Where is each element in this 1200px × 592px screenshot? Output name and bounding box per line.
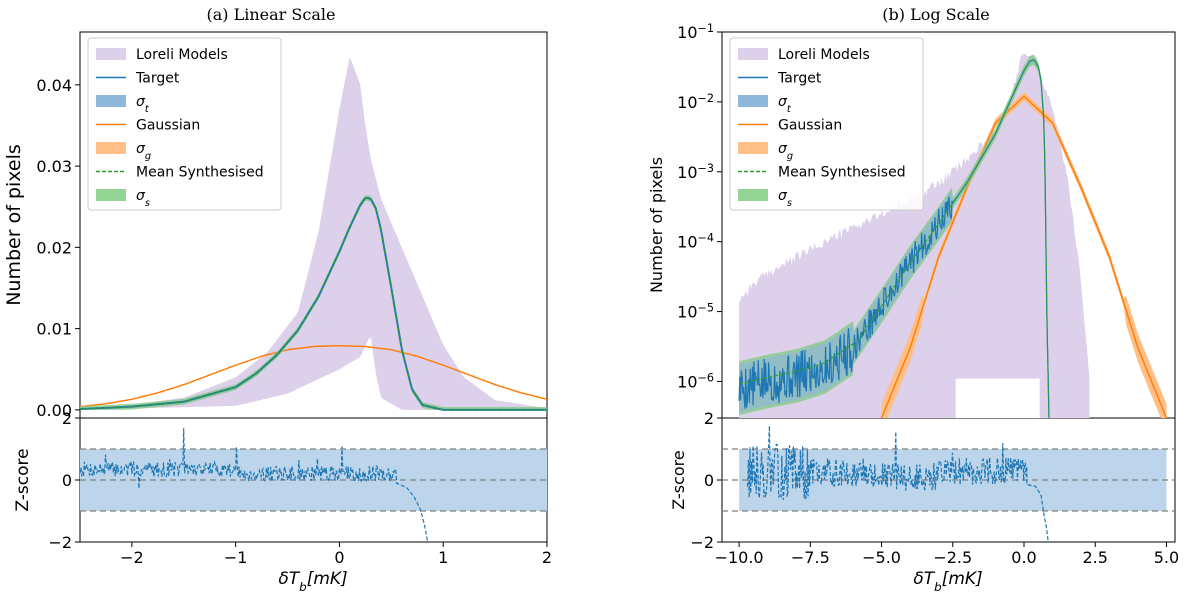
zscore-area-log: [722, 425, 1175, 542]
legend-label: Gaussian: [136, 118, 200, 134]
y-axis-label-log: Number of pixels: [647, 157, 666, 293]
x-tick-label-log: −7.5: [791, 548, 830, 567]
legend-swatch: [96, 189, 126, 201]
y-tick-label-log: 10−2: [677, 91, 714, 112]
target-line: [738, 59, 1050, 418]
legend-label: σt: [778, 94, 792, 115]
legend-swatch: [738, 189, 768, 201]
panel-log: (b) Log Scale Number of pixels Z-score δ…: [647, 5, 1176, 592]
y-axis-label-linear: Number of pixels: [3, 144, 25, 306]
x-tick-label-log: −5.0: [862, 548, 901, 567]
x-tick-label-linear: −2: [120, 548, 144, 567]
zscore-axis-label-linear: Z-score: [13, 448, 33, 511]
y-tick-label-linear: 0.02: [36, 238, 72, 257]
legend-label: σs: [136, 188, 150, 209]
title-log: (b) Log Scale: [882, 5, 989, 24]
zscore-y-tick-label-log: 0: [704, 471, 714, 490]
loreli-band-gap: [955, 378, 1040, 418]
legend-linear: Loreli Models Target σt Gaussian σg Mean Synt…: [87, 37, 282, 211]
y-tick-label-linear: 0.03: [36, 157, 72, 176]
mean-synthesised-line: [80, 197, 547, 411]
y-tick-label-linear: 0.04: [36, 76, 72, 95]
legend-label: Target: [777, 71, 822, 87]
plot-area-linear: [80, 58, 547, 411]
legend-label: σs: [778, 188, 792, 209]
zscore-y-tick-label-linear: 0: [62, 471, 72, 490]
zscore-y-tick-label-log: −2: [690, 533, 714, 552]
x-tick-label-linear: −1: [224, 548, 248, 567]
legend-label: σg: [136, 141, 151, 162]
loreli-models-band: [80, 58, 547, 410]
gaussian-line: [80, 344, 547, 408]
legend-label: Mean Synthesised: [136, 165, 264, 181]
sigma-g-band: [881, 92, 1167, 418]
legend-swatch: [738, 48, 768, 60]
y-tick-label-log: 10−3: [677, 161, 714, 182]
legend-swatch: [738, 95, 768, 107]
legend-swatch: [96, 48, 126, 60]
y-tick-label-log: 10−4: [677, 231, 714, 252]
x-axis-label-log: δTb[mK]: [913, 569, 982, 592]
legend-label: σg: [778, 141, 793, 162]
x-tick-label-log: 0.0: [1011, 548, 1036, 567]
loreli-models-band: [739, 53, 1090, 418]
zscore-axis-label-log: Z-score: [669, 450, 688, 509]
panel-linear: (a) Linear Scale Number of pixels Z-scor…: [3, 5, 548, 592]
legend-box: [87, 37, 282, 211]
x-tick-label-linear: 1: [438, 548, 448, 567]
legend-label: Loreli Models: [778, 47, 870, 63]
legend-log: Loreli Models Target σt Gaussian σg Mean Synt…: [729, 37, 924, 211]
x-tick-label-log: 2.5: [1082, 548, 1107, 567]
legend-swatch: [96, 95, 126, 107]
y-tick-label-log: 10−1: [677, 22, 714, 43]
plot-area-log: [738, 53, 1168, 418]
mean-synthesised-line: [738, 59, 1050, 418]
title-linear: (a) Linear Scale: [207, 5, 336, 24]
sigma-s-band: [80, 195, 547, 410]
zscore-line: [80, 428, 429, 542]
legend-label: Mean Synthesised: [778, 165, 906, 181]
zscore-line: [747, 425, 1049, 542]
x-axis-label-linear: δTb[mK]: [278, 569, 347, 592]
x-tick-label-log: −10.0: [715, 548, 764, 567]
x-tick-label-log: 5.0: [1154, 548, 1179, 567]
legend-label: Target: [135, 71, 180, 87]
y-tick-label-log: 10−6: [677, 371, 714, 392]
legend-swatch: [738, 142, 768, 154]
zscore-y-tick-label-log: 2: [704, 409, 714, 428]
y-tick-label-linear: 0.00: [36, 401, 72, 420]
legend-label: σt: [136, 94, 150, 115]
zscore-y-tick-label-linear: −2: [48, 533, 72, 552]
legend-label: Loreli Models: [136, 47, 228, 63]
x-tick-label-log: −2.5: [933, 548, 972, 567]
x-tick-label-linear: 2: [542, 548, 552, 567]
zscore-area-linear: [80, 428, 547, 542]
legend-swatch: [96, 142, 126, 154]
legend-box: [729, 37, 924, 211]
y-tick-label-linear: 0.01: [36, 320, 72, 339]
legend-label: Gaussian: [778, 118, 842, 134]
y-tick-label-log: 10−5: [677, 301, 714, 322]
zscore-y-tick-label-linear: 2: [62, 409, 72, 428]
x-tick-label-linear: 0: [334, 548, 344, 567]
gaussian-line: [880, 95, 1168, 418]
